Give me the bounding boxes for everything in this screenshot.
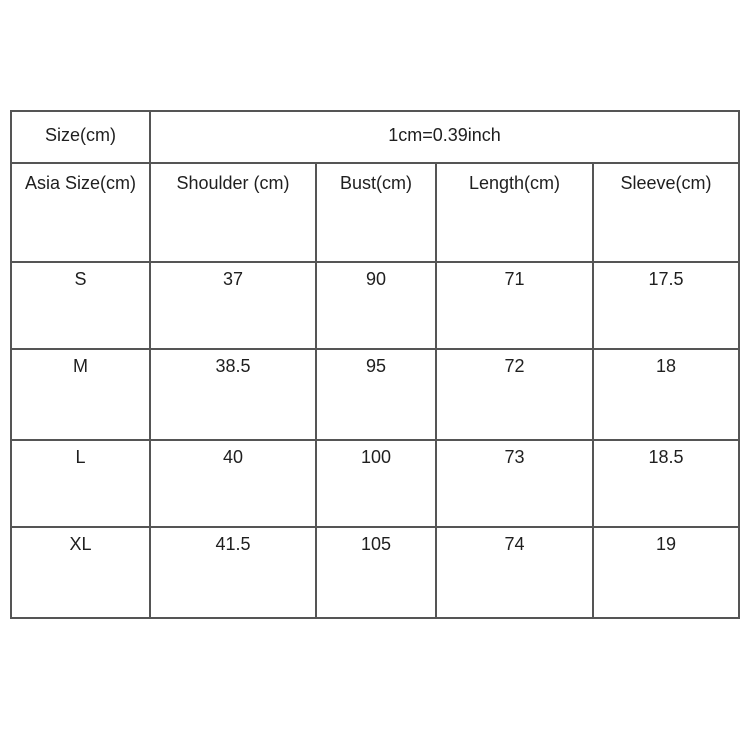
size-row-s: S 37 90 71 17.5 [10,261,741,350]
unit-row: Size(cm) 1cm=0.39inch [10,110,741,164]
sleeve-value-cell: 19 [591,526,741,619]
column-header-asia-size: Asia Size(cm) [10,162,151,263]
size-label-cell: S [10,261,151,350]
shoulder-value-cell: 40 [149,439,317,528]
size-label-cell: M [10,348,151,441]
bust-value-cell: 95 [315,348,437,441]
bust-value-cell: 105 [315,526,437,619]
column-header-shoulder: Shoulder (cm) [149,162,317,263]
size-label-cell: XL [10,526,151,619]
column-header-sleeve: Sleeve(cm) [591,162,741,263]
shoulder-value-cell: 38.5 [149,348,317,441]
size-label-cell: L [10,439,151,528]
size-row-l: L 40 100 73 18.5 [10,439,741,528]
size-row-m: M 38.5 95 72 18 [10,348,741,441]
length-value-cell: 72 [435,348,594,441]
length-value-cell: 73 [435,439,594,528]
length-value-cell: 74 [435,526,594,619]
shoulder-value-cell: 37 [149,261,317,350]
length-value-cell: 71 [435,261,594,350]
sleeve-value-cell: 18 [591,348,741,441]
size-chart-table: Size(cm) 1cm=0.39inch Asia Size(cm) Shou… [10,110,741,619]
size-row-xl: XL 41.5 105 74 19 [10,526,741,619]
corner-size-label: Size(cm) [10,110,151,164]
conversion-note-cell: 1cm=0.39inch [148,110,741,164]
bust-value-cell: 100 [315,439,437,528]
column-header-bust: Bust(cm) [315,162,437,263]
column-header-length: Length(cm) [435,162,594,263]
column-header-row: Asia Size(cm) Shoulder (cm) Bust(cm) Len… [10,162,741,263]
shoulder-value-cell: 41.5 [149,526,317,619]
bust-value-cell: 90 [315,261,437,350]
size-chart: Size(cm) 1cm=0.39inch Asia Size(cm) Shou… [10,110,741,619]
sleeve-value-cell: 17.5 [591,261,741,350]
sleeve-value-cell: 18.5 [591,439,741,528]
